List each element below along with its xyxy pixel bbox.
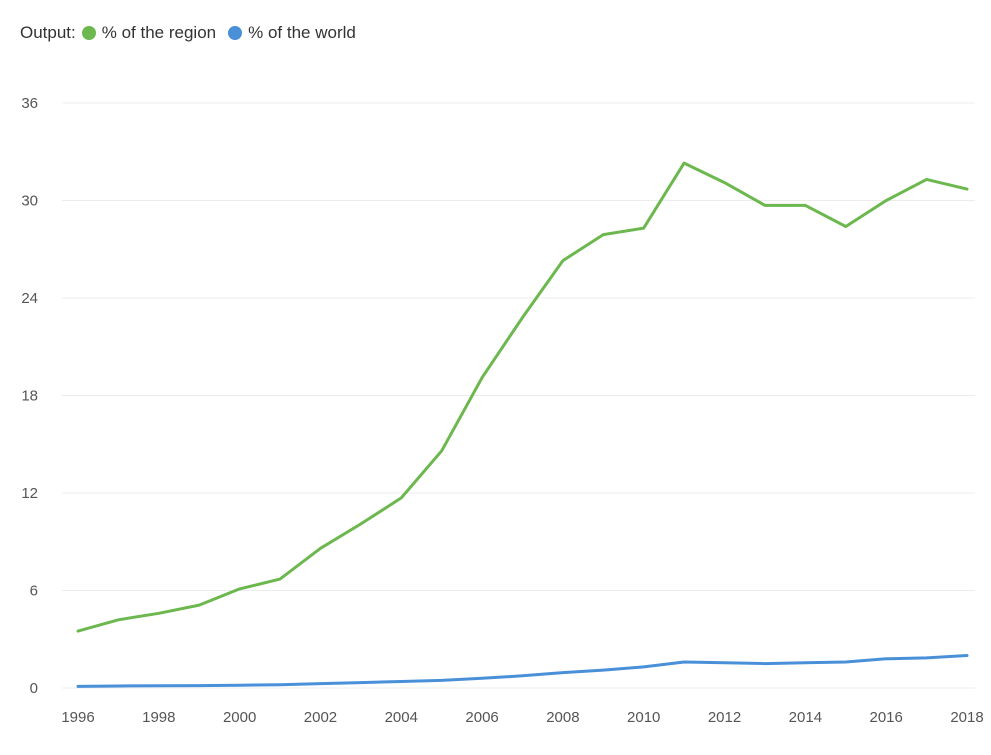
y-tick-label: 18 xyxy=(21,388,38,405)
legend-dot-region xyxy=(81,26,96,40)
y-tick-label: 24 xyxy=(21,290,38,307)
chart-legend: Output: % of the region % of the world xyxy=(20,20,368,46)
x-tick-label: 2012 xyxy=(708,709,741,726)
x-tick-label: 2002 xyxy=(304,709,337,726)
legend-label-world: % of the world xyxy=(248,23,356,42)
y-axis-ticks: 0 6 12 18 24 30 36 xyxy=(21,95,38,697)
y-tick-label: 12 xyxy=(21,485,38,502)
x-axis-ticks: 1996 1998 2000 2002 2004 2006 2008 2010 2012 2014… xyxy=(61,709,983,726)
series-line-world xyxy=(76,654,969,688)
x-tick-label: 1996 xyxy=(61,709,94,726)
legend-item-world: % of the world xyxy=(228,23,356,43)
x-tick-label: 2006 xyxy=(465,709,498,726)
x-tick-label: 2004 xyxy=(385,709,418,726)
legend-dot-world xyxy=(228,26,243,40)
x-tick-label: 2016 xyxy=(869,709,902,726)
series-line-region xyxy=(76,161,969,633)
legend-label-region: % of the region xyxy=(101,23,217,42)
legend-title: Output: xyxy=(20,23,76,42)
x-tick-label: 2010 xyxy=(627,709,660,726)
x-tick-label: 2000 xyxy=(223,709,256,726)
grid-lines xyxy=(62,102,975,689)
legend-item-region: % of the region xyxy=(81,23,217,43)
x-tick-label: 2008 xyxy=(546,709,579,726)
y-tick-label: 6 xyxy=(30,583,38,600)
x-tick-label: 2018 xyxy=(950,709,983,726)
y-tick-label: 36 xyxy=(21,95,38,112)
series-lines xyxy=(76,161,969,688)
y-tick-label: 0 xyxy=(30,680,38,697)
x-tick-label: 1998 xyxy=(142,709,175,726)
x-tick-label: 2014 xyxy=(789,709,822,726)
y-tick-label: 30 xyxy=(21,193,38,210)
